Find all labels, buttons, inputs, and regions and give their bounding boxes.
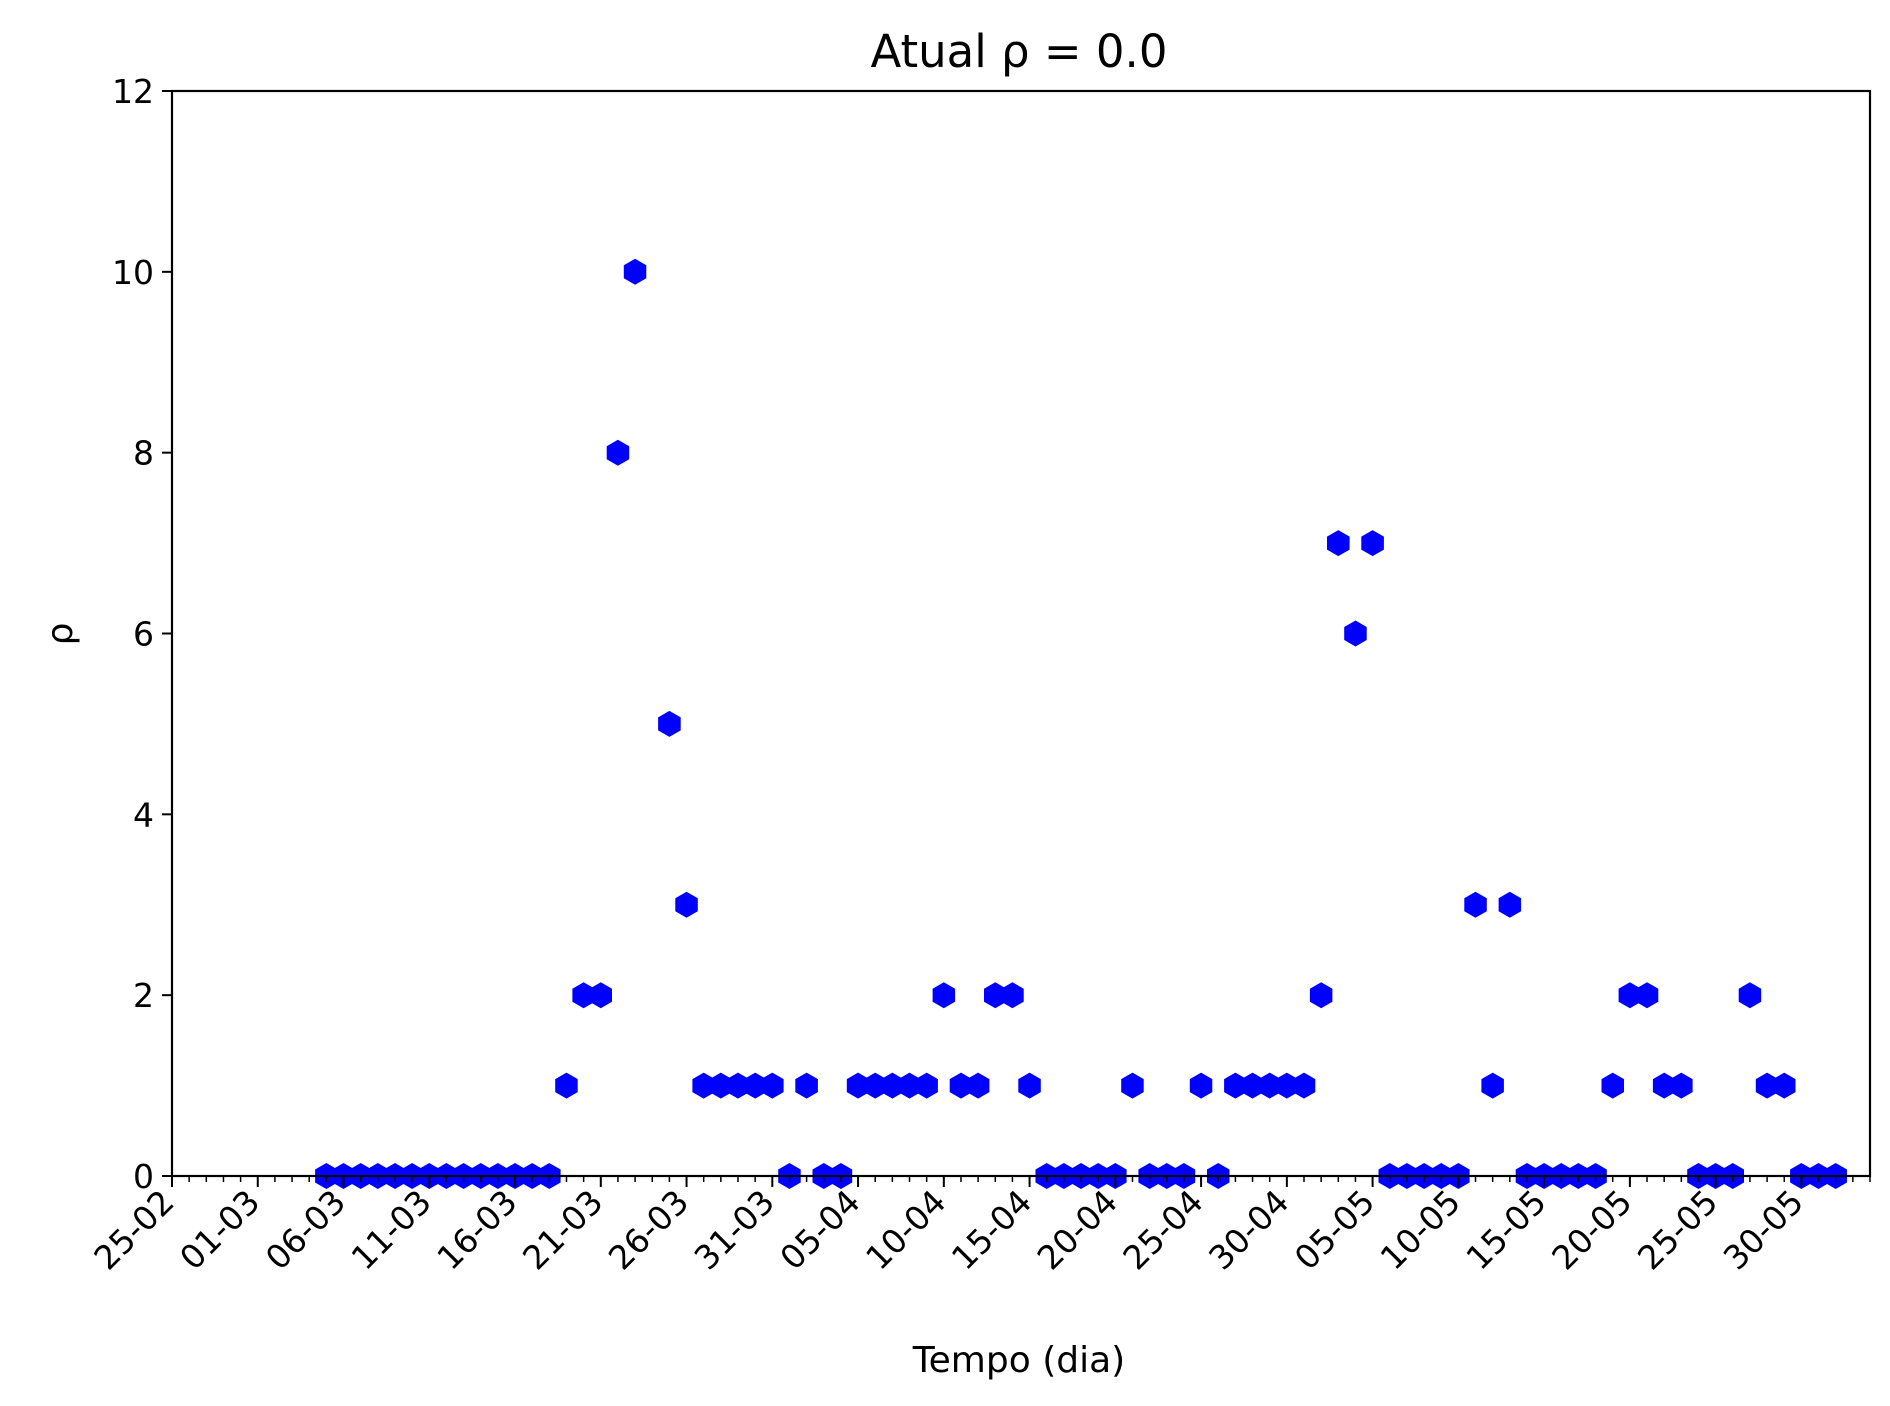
data-point bbox=[1738, 982, 1762, 1009]
data-point bbox=[1481, 1072, 1504, 1099]
data-point bbox=[589, 982, 612, 1009]
data-point bbox=[846, 1072, 870, 1099]
data-point bbox=[606, 439, 630, 466]
data-point bbox=[726, 1072, 750, 1099]
data-point bbox=[864, 1072, 887, 1099]
x-tick-label: 30-05 bbox=[1716, 1182, 1811, 1277]
x-tick-label: 06-03 bbox=[258, 1182, 353, 1277]
data-point bbox=[1498, 891, 1522, 918]
data-point bbox=[984, 982, 1007, 1009]
data-point bbox=[1327, 530, 1350, 557]
x-tick-label: 25-02 bbox=[86, 1182, 181, 1277]
data-point bbox=[1618, 982, 1642, 1009]
data-point bbox=[709, 1072, 733, 1099]
x-tick-label: 30-04 bbox=[1201, 1182, 1296, 1277]
x-tick-label: 20-04 bbox=[1030, 1182, 1125, 1277]
data-point bbox=[658, 710, 681, 737]
data-point bbox=[915, 1072, 938, 1099]
x-tick-label: 26-03 bbox=[601, 1182, 696, 1277]
x-tick-label: 05-04 bbox=[772, 1182, 867, 1277]
y-tick-label: 2 bbox=[133, 976, 154, 1015]
data-point bbox=[1635, 982, 1659, 1009]
data-point bbox=[1018, 1072, 1041, 1099]
y-tick-label: 6 bbox=[133, 615, 154, 654]
x-tick-label: 10-04 bbox=[858, 1182, 953, 1277]
x-tick-label: 16-03 bbox=[429, 1182, 524, 1277]
plot-area bbox=[172, 91, 1870, 1176]
data-point bbox=[966, 1072, 990, 1099]
data-point bbox=[1258, 1072, 1281, 1099]
data-point bbox=[692, 1072, 715, 1099]
x-tick-label: 25-05 bbox=[1630, 1182, 1725, 1277]
data-point bbox=[1464, 891, 1487, 918]
data-point bbox=[1241, 1072, 1264, 1099]
data-point bbox=[743, 1072, 767, 1099]
data-point bbox=[1670, 1072, 1693, 1099]
data-point bbox=[675, 891, 698, 918]
data-point bbox=[1224, 1072, 1247, 1099]
data-point bbox=[898, 1072, 921, 1099]
data-point bbox=[1001, 982, 1024, 1009]
x-tick-label: 21-03 bbox=[515, 1182, 610, 1277]
data-point bbox=[1755, 1072, 1779, 1099]
x-tick-label: 11-03 bbox=[344, 1182, 439, 1277]
x-tick-label: 01-03 bbox=[172, 1182, 267, 1277]
x-axis-label: Tempo (dia) bbox=[912, 1340, 1125, 1381]
chart-title: Atual ρ = 0.0 bbox=[871, 25, 1168, 78]
x-tick-label: 05-05 bbox=[1287, 1182, 1382, 1277]
data-point bbox=[572, 982, 595, 1009]
data-point bbox=[1121, 1072, 1144, 1099]
x-tick-label: 31-03 bbox=[687, 1182, 782, 1277]
data-point bbox=[949, 1072, 973, 1099]
data-point bbox=[881, 1072, 904, 1099]
data-point bbox=[623, 258, 647, 285]
data-point bbox=[1189, 1072, 1213, 1099]
y-tick-label: 4 bbox=[133, 795, 154, 834]
x-axis: 25-0201-0306-0311-0316-0321-0326-0331-03… bbox=[86, 1176, 1871, 1277]
y-tick-label: 0 bbox=[133, 1157, 154, 1196]
data-point bbox=[1275, 1072, 1299, 1099]
data-point bbox=[1344, 620, 1367, 647]
y-tick-label: 8 bbox=[133, 434, 154, 473]
data-point bbox=[795, 1072, 818, 1099]
data-point bbox=[1361, 530, 1384, 557]
data-point bbox=[1652, 1072, 1676, 1099]
x-tick-label: 20-05 bbox=[1544, 1182, 1639, 1277]
y-axis-label: ρ bbox=[40, 623, 81, 646]
y-tick-label: 12 bbox=[112, 72, 154, 111]
x-tick-label: 25-04 bbox=[1115, 1182, 1210, 1277]
y-tick-label: 10 bbox=[112, 253, 154, 292]
data-point bbox=[555, 1072, 578, 1099]
data-point bbox=[1773, 1072, 1796, 1099]
x-tick-label: 10-05 bbox=[1373, 1182, 1468, 1277]
data-point bbox=[1601, 1072, 1624, 1099]
x-tick-label: 15-04 bbox=[944, 1182, 1039, 1277]
x-tick-label: 15-05 bbox=[1458, 1182, 1553, 1277]
data-points bbox=[315, 258, 1847, 1189]
y-axis: 0 2 4 6 8 10 12 bbox=[112, 72, 172, 1196]
plot-frame bbox=[170, 89, 1872, 1178]
data-point bbox=[1309, 982, 1333, 1009]
data-point bbox=[1292, 1072, 1316, 1099]
data-point bbox=[761, 1072, 784, 1099]
data-point bbox=[932, 982, 956, 1009]
